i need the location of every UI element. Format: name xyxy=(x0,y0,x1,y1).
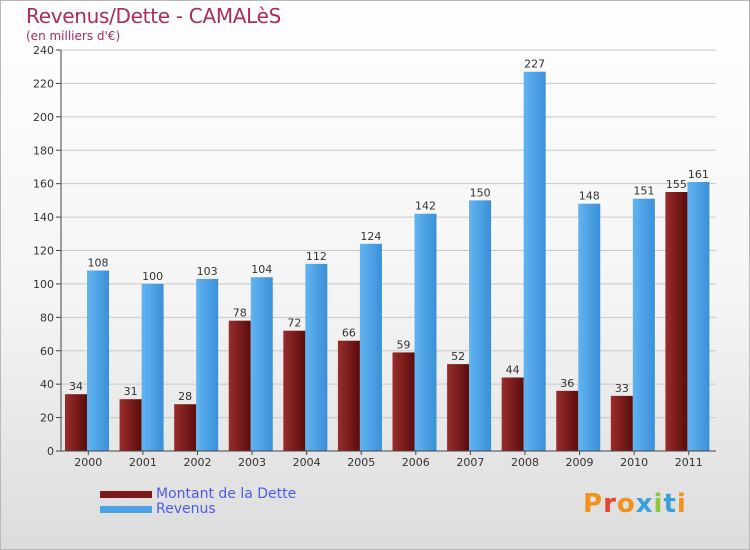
bar-revenus xyxy=(141,283,164,451)
bar-revenus xyxy=(196,278,219,451)
x-tick-label: 2007 xyxy=(456,456,484,469)
bar-revenus xyxy=(523,71,546,452)
legend-label-revenus: Revenus xyxy=(156,501,216,517)
bar-dette xyxy=(610,395,633,451)
data-label-revenus: 108 xyxy=(88,257,109,270)
data-label-revenus: 151 xyxy=(633,185,654,198)
data-label-dette: 78 xyxy=(233,307,247,320)
data-label-revenus: 100 xyxy=(142,270,163,283)
chart-title: Revenus/Dette - CAMALèS xyxy=(26,4,282,28)
bar-dette xyxy=(174,404,197,451)
data-label-revenus: 148 xyxy=(579,190,600,203)
y-tick-label: 20 xyxy=(40,412,54,425)
y-tick-label: 240 xyxy=(33,44,54,57)
bar-dette xyxy=(501,377,524,451)
bar-revenus xyxy=(87,270,109,451)
bar-dette xyxy=(283,330,306,451)
y-tick-label: 40 xyxy=(40,378,54,391)
y-tick-label: 140 xyxy=(33,211,54,224)
bar-revenus xyxy=(414,213,437,451)
data-label-revenus: 104 xyxy=(251,263,272,276)
proxiti-logo: Proxiti xyxy=(583,489,687,519)
data-label-dette: 66 xyxy=(342,327,356,340)
x-tick-label: 2011 xyxy=(675,456,703,469)
x-tick-label: 2003 xyxy=(238,456,266,469)
grid-lines xyxy=(61,49,716,419)
logo-letter: t xyxy=(663,489,677,519)
data-label-dette: 59 xyxy=(397,338,411,351)
x-tick-label: 2005 xyxy=(347,456,375,469)
bar-dette xyxy=(556,390,579,451)
bar-revenus xyxy=(469,200,492,451)
logo-letter: P xyxy=(583,489,604,519)
bars xyxy=(65,71,710,452)
legend-label-dette: Montant de la Dette xyxy=(156,486,297,502)
bar-dette xyxy=(337,340,360,451)
x-tick-label: 2010 xyxy=(620,456,648,469)
y-tick-label: 100 xyxy=(33,278,54,291)
x-tick-label: 2000 xyxy=(74,456,102,469)
data-label-dette: 44 xyxy=(506,363,520,376)
y-tick-label: 200 xyxy=(33,111,54,124)
x-tick-label: 2008 xyxy=(511,456,539,469)
data-label-dette: 28 xyxy=(178,390,192,403)
logo-letter: o xyxy=(616,489,636,519)
data-label-revenus: 103 xyxy=(197,265,218,278)
data-label-revenus: 161 xyxy=(688,168,709,181)
data-label-revenus: 124 xyxy=(360,230,381,243)
bar-revenus xyxy=(250,277,273,451)
bar-revenus xyxy=(632,198,655,451)
x-tick-label: 2002 xyxy=(183,456,211,469)
data-label-revenus: 142 xyxy=(415,200,436,213)
bar-revenus xyxy=(578,203,601,451)
y-tick-label: 120 xyxy=(33,245,54,258)
bar-dette xyxy=(665,192,688,452)
data-label-dette: 33 xyxy=(615,382,629,395)
data-label-dette: 34 xyxy=(69,380,83,393)
x-tick-label: 2004 xyxy=(293,456,321,469)
data-label-dette: 52 xyxy=(451,350,465,363)
logo-letter: r xyxy=(603,489,617,519)
y-tick-label: 220 xyxy=(33,77,54,90)
data-label-dette: 72 xyxy=(287,317,301,330)
data-label-revenus: 227 xyxy=(524,58,545,71)
legend-swatch-revenus xyxy=(100,506,152,513)
bar-dette xyxy=(119,399,142,451)
data-label-dette: 31 xyxy=(124,385,138,398)
bar-revenus xyxy=(359,243,382,451)
bar-dette xyxy=(447,364,470,451)
y-tick-label: 0 xyxy=(47,445,54,458)
y-tick-label: 180 xyxy=(33,144,54,157)
data-label-revenus: 112 xyxy=(306,250,327,263)
bar-dette xyxy=(228,320,251,451)
data-label-dette: 155 xyxy=(666,178,687,191)
axes: 0 20 40 60 80 100 120 140 160 180 200 220 240 2000 200… xyxy=(33,44,716,469)
logo-letter: x xyxy=(635,489,654,519)
bar-dette xyxy=(392,352,415,451)
chart-subtitle: (en milliers d'€) xyxy=(26,29,121,43)
logo-letter: i xyxy=(653,489,664,519)
data-labels: 34 108 31 100 28 103 78 104 72 112 66 124 59 142 52 150… xyxy=(69,58,709,403)
bar-dette xyxy=(65,394,87,451)
data-label-dette: 36 xyxy=(560,377,574,390)
x-tick-label: 2001 xyxy=(129,456,157,469)
x-tick-label: 2009 xyxy=(566,456,594,469)
logo-letter: i xyxy=(676,489,687,519)
data-label-revenus: 150 xyxy=(470,186,491,199)
y-tick-label: 60 xyxy=(40,345,54,358)
y-tick-label: 160 xyxy=(33,178,54,191)
x-tick-label: 2006 xyxy=(402,456,430,469)
legend-swatch-dette xyxy=(100,491,152,498)
y-tick-label: 80 xyxy=(40,311,54,324)
bar-revenus xyxy=(687,181,710,451)
bar-revenus xyxy=(305,263,328,451)
